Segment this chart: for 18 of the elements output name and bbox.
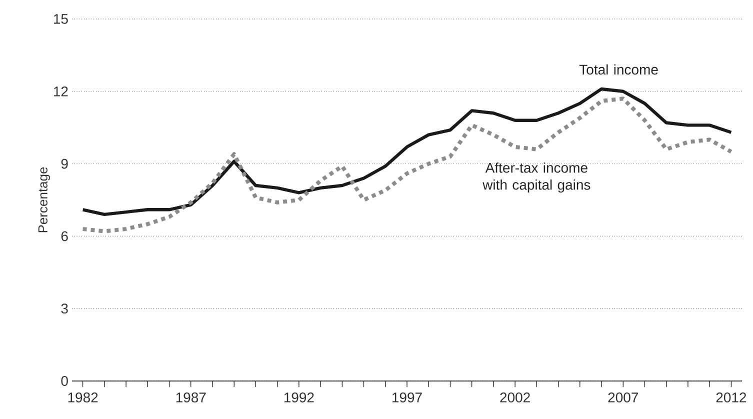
y-tick-label: 15 [54, 14, 68, 24]
line-series [81, 87, 733, 216]
y-tick-label: 12 [54, 86, 68, 96]
x-tick-label: 1997 [392, 392, 422, 402]
x-tick-label: 1987 [176, 392, 206, 402]
x-tick-label: 2002 [500, 392, 530, 402]
y-tick-label: 6 [61, 231, 68, 242]
y-axis-title: Percentage [38, 167, 50, 232]
y-tick-label: 9 [61, 158, 68, 169]
y-tick-label: 0 [61, 376, 68, 386]
series-label: Total income [579, 64, 658, 75]
x-tick-label: 1992 [284, 392, 314, 402]
x-tick-label: 2012 [716, 392, 746, 402]
x-tick-label: 2007 [608, 392, 638, 402]
line-series [80, 96, 734, 234]
y-tick-label: 3 [61, 304, 68, 314]
x-tick-label: 1982 [68, 392, 98, 402]
text: After-tax income with capital gains [482, 162, 590, 193]
